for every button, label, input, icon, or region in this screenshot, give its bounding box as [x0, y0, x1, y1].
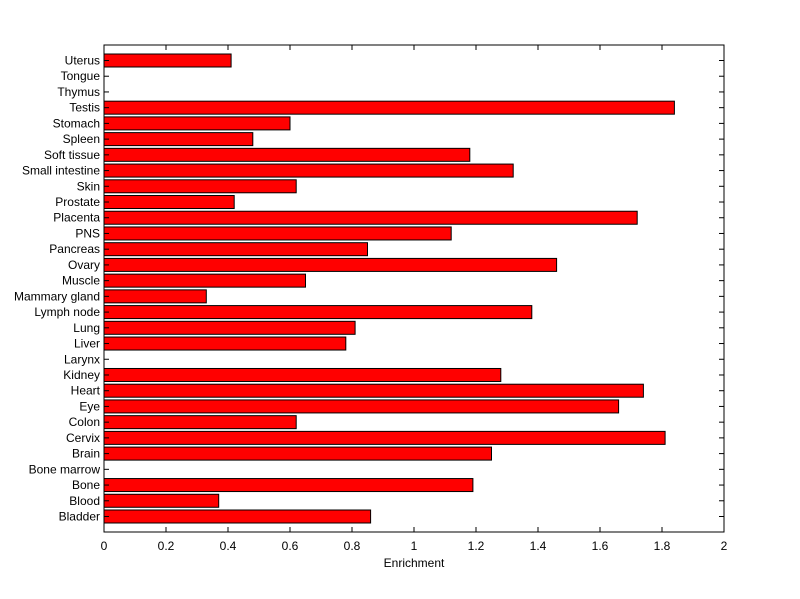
y-tick-label: Blood — [69, 494, 100, 508]
y-tick-label: Skin — [77, 179, 100, 193]
bar-kidney — [103, 367, 502, 382]
x-tick-label: 0.4 — [220, 539, 237, 553]
x-tick-label: 0.8 — [344, 539, 361, 553]
bar-uterus — [103, 53, 232, 68]
bar-pns — [103, 226, 452, 241]
bar-eye — [103, 399, 620, 414]
bar-liver — [103, 336, 347, 351]
y-tick-label: Placenta — [53, 211, 100, 225]
y-tick-label: Liver — [74, 337, 100, 351]
bar-brain — [103, 446, 492, 461]
bar-testis — [103, 100, 675, 115]
ticks-group — [103, 45, 725, 532]
bar-skin — [103, 179, 297, 194]
y-tick-label: Stomach — [53, 116, 100, 130]
y-tick-label: Lymph node — [34, 305, 100, 319]
y-tick-label: Cervix — [66, 431, 100, 445]
bar-mammary-gland — [103, 289, 207, 304]
y-tick-label: Small intestine — [22, 164, 100, 178]
bar-muscle — [103, 273, 306, 288]
y-tick-label: Uterus — [65, 54, 100, 68]
bar-soft-tissue — [103, 147, 471, 162]
y-tick-label: Prostate — [55, 195, 100, 209]
bar-bladder — [103, 509, 372, 524]
bar-prostate — [103, 195, 235, 210]
x-tick-label: 1.4 — [530, 539, 547, 553]
x-tick-label: 1 — [411, 539, 418, 553]
bars-group — [103, 53, 675, 524]
y-tick-label: Lung — [73, 321, 100, 335]
x-tick-label: 0 — [101, 539, 108, 553]
bar-heart — [103, 383, 644, 398]
bar-small-intestine — [103, 163, 514, 178]
bar-spleen — [103, 132, 254, 147]
bar-blood — [103, 493, 220, 508]
bar-pancreas — [103, 242, 368, 257]
bar-stomach — [103, 116, 291, 131]
y-tick-label: Mammary gland — [14, 289, 100, 303]
y-tick-label: Testis — [69, 101, 100, 115]
y-tick-label: Bone — [72, 478, 100, 492]
y-tick-label: Brain — [72, 447, 100, 461]
y-tick-label: Pancreas — [49, 242, 100, 256]
y-tick-label: Heart — [71, 384, 101, 398]
y-tick-label: Kidney — [63, 368, 100, 382]
x-tick-label: 1.2 — [468, 539, 485, 553]
y-tick-label: Thymus — [57, 85, 100, 99]
bar-lung — [103, 320, 356, 335]
x-axis-title: Enrichment — [384, 556, 445, 570]
x-tick-label: 1.8 — [654, 539, 671, 553]
bar-ovary — [103, 257, 558, 272]
x-tick-label: 0.2 — [158, 539, 175, 553]
bar-lymph-node — [103, 305, 533, 320]
y-tick-label: Bone marrow — [29, 462, 101, 476]
bar-colon — [103, 415, 297, 430]
y-tick-label: Bladder — [59, 510, 100, 524]
y-tick-label: Muscle — [62, 274, 100, 288]
y-tick-label: Colon — [69, 415, 100, 429]
y-tick-label: Spleen — [63, 132, 100, 146]
y-tick-label: Ovary — [68, 258, 100, 272]
y-tick-label: Tongue — [61, 69, 101, 83]
x-tick-label: 2 — [721, 539, 728, 553]
x-tick-label: 0.6 — [282, 539, 299, 553]
bar-bone — [103, 478, 474, 493]
y-tick-label: Eye — [79, 399, 100, 413]
y-tick-label: PNS — [75, 226, 100, 240]
bar-cervix — [103, 430, 666, 445]
y-tick-label: Larynx — [64, 352, 100, 366]
y-tick-label: Soft tissue — [44, 148, 100, 162]
x-tick-label: 1.6 — [592, 539, 609, 553]
bar-placenta — [103, 210, 638, 225]
